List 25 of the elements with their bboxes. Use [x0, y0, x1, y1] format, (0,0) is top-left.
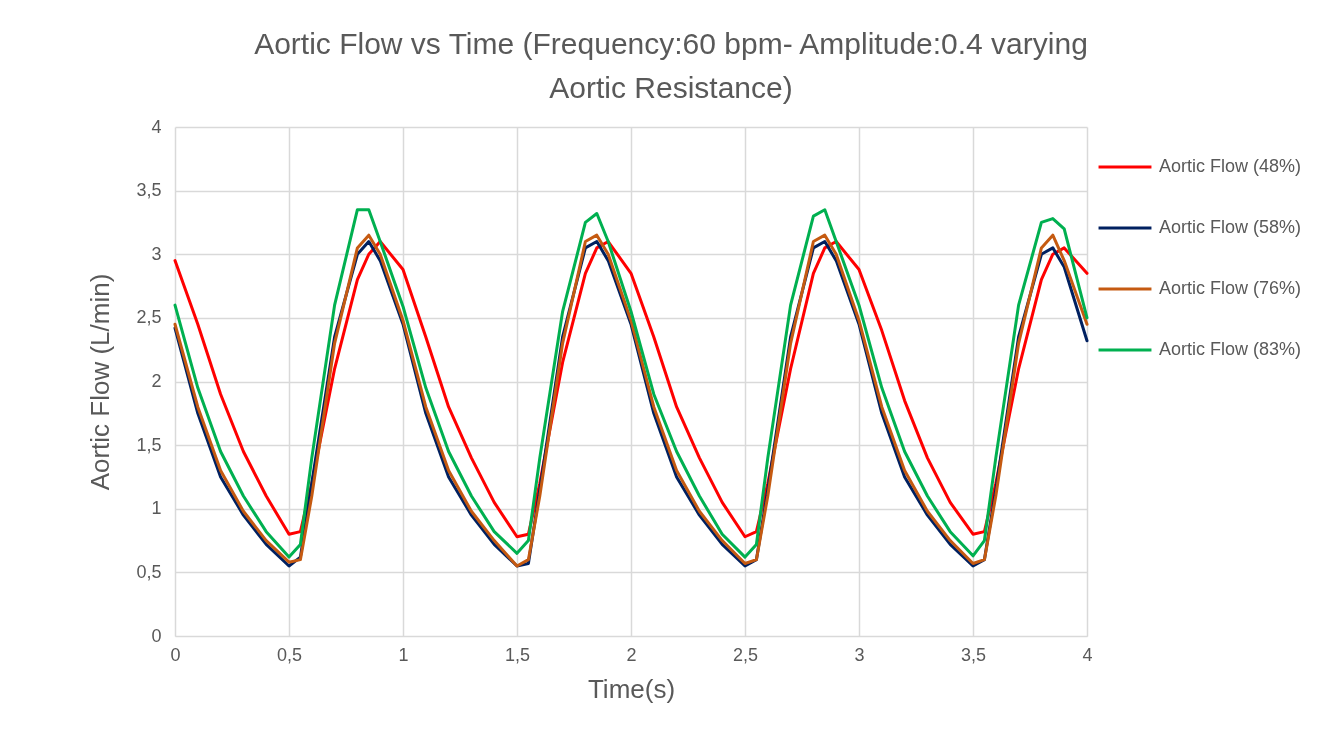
x-tick-label: 3 — [854, 644, 865, 665]
y-tick-label: 1 — [151, 498, 162, 519]
x-axis-title: Time(s) — [587, 673, 676, 704]
x-tick-label: 0 — [170, 644, 181, 665]
y-tick-label: 3 — [151, 243, 162, 264]
chart-title: Aortic Flow vs Time (Frequency:60 bpm- Amplitude:0.4 varying Aortic Resistance) — [254, 27, 1088, 104]
x-tick-label: 4 — [1082, 644, 1093, 665]
y-tick-label: 0,5 — [136, 561, 162, 582]
y-tick-label: 4 — [151, 116, 162, 137]
legend-label: Aortic Flow (58%) — [1159, 217, 1302, 237]
y-axis-title: Aortic Flow (L/min) — [85, 273, 116, 491]
y-tick-label: 1,5 — [136, 434, 162, 455]
legend-label: Aortic Flow (76%) — [1159, 278, 1302, 298]
y-tick-label: 2 — [151, 371, 162, 391]
y-tick-label: 2,5 — [136, 307, 162, 328]
x-tick-label: 2,5 — [732, 644, 759, 665]
x-tick-label: 3,5 — [960, 644, 987, 665]
x-tick-label: 2 — [626, 644, 637, 665]
x-tick-label: 1 — [398, 644, 409, 665]
legend-label: Aortic Flow (48%) — [1159, 156, 1302, 176]
x-tick-label: 0,5 — [276, 644, 303, 665]
y-tick-label: 3,5 — [136, 180, 162, 201]
x-tick-label: 1,5 — [504, 644, 531, 665]
legend-label: Aortic Flow (83%) — [1159, 339, 1302, 359]
y-tick-label: 0 — [151, 625, 162, 646]
